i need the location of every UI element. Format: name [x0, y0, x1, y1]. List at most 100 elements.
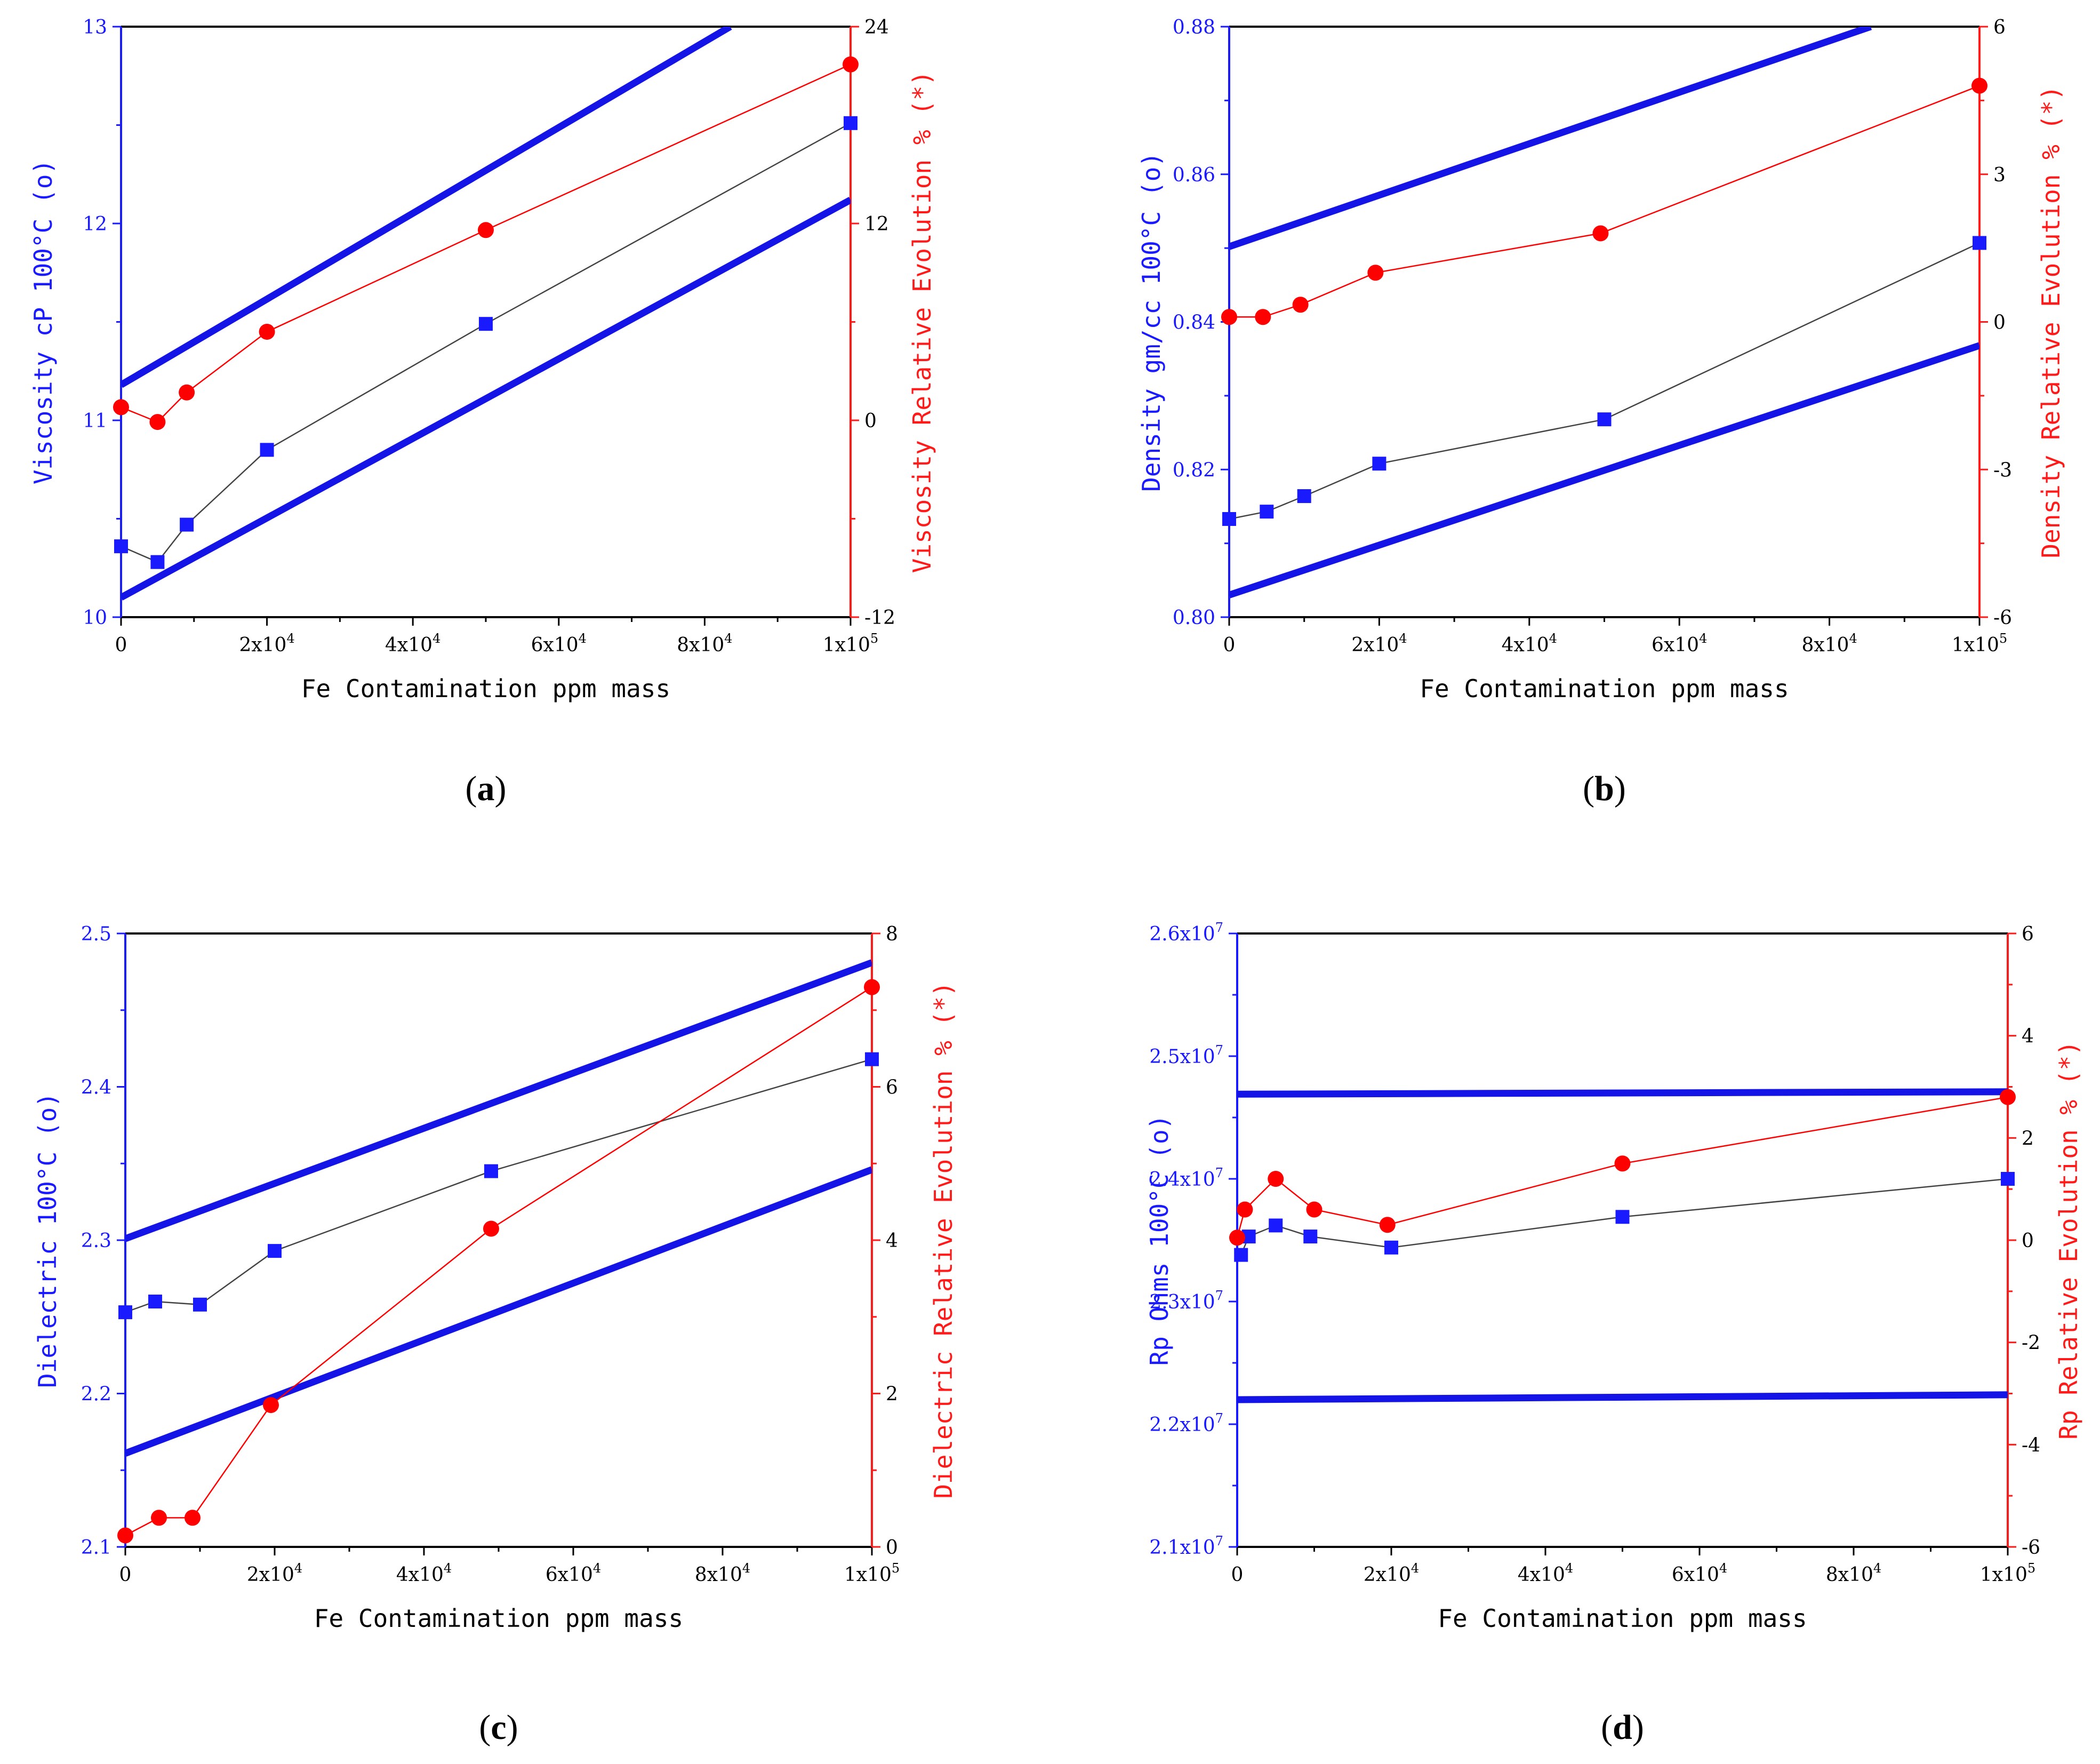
square-data-point — [268, 1244, 282, 1258]
lower-band-line — [121, 197, 851, 601]
right-y-tick-label-base: 4 — [2022, 1026, 2034, 1048]
square-data-point — [1597, 412, 1612, 427]
panel-label-letter: c — [491, 1708, 506, 1747]
right-y-tick-label-base: 4 — [886, 1230, 898, 1252]
left-y-tick-label: 2.5x107 — [1149, 1043, 1223, 1068]
x-axis-title: Fe Contamination ppm mass — [1438, 1604, 1807, 1633]
right-y-tick-label-base: 24 — [864, 17, 889, 38]
left-y-tick-label-base: 2.1 — [81, 1537, 111, 1559]
upper-band-line — [1237, 1088, 2008, 1098]
right-y-axis-title: Viscosity Relative Evolution % (*) — [908, 71, 936, 573]
x-tick-label-base: 4x10 — [385, 634, 432, 656]
left-y-axis-title: Density gm/cc 100°C (o) — [1137, 152, 1166, 492]
x-tick-label-exponent: 4 — [1849, 631, 1857, 646]
x-tick-label-base: 0 — [1231, 1564, 1244, 1586]
right-y-tick-label: 8 — [886, 923, 898, 945]
x-tick-label: 0 — [115, 634, 127, 656]
square-data-point — [1222, 512, 1236, 526]
square-data-point — [844, 116, 857, 130]
right-y-tick-label-base: 6 — [1993, 17, 2006, 38]
left-y-tick-label-base: 2.2 — [81, 1384, 111, 1406]
left-y-tick-label-base: 0.82 — [1173, 459, 1215, 481]
lower-band-line — [1229, 342, 1979, 598]
circle-data-point — [117, 1527, 133, 1544]
left-y-tick-label: 2.3x107 — [1149, 1288, 1223, 1313]
x-tick-label-exponent: 4 — [724, 631, 732, 646]
square-data-point — [1615, 1210, 1630, 1224]
right-y-tick-label-base: 0 — [886, 1537, 898, 1559]
circle-data-point — [1237, 1201, 1253, 1218]
right-y-tick-label: -6 — [1993, 607, 2012, 629]
x-tick-label-base: 4x10 — [1518, 1564, 1565, 1586]
left-y-tick-label: 0.84 — [1173, 312, 1215, 334]
x-tick-label: 1x105 — [1980, 1561, 2035, 1586]
square-data-point — [1303, 1230, 1318, 1244]
circle-data-point — [179, 384, 195, 401]
right-y-tick-label: 6 — [1993, 17, 2006, 38]
right-y-tick-label-base: 8 — [886, 923, 898, 945]
x-tick-label: 8x104 — [1826, 1561, 1881, 1586]
left-y-tick-label: 10 — [83, 607, 107, 629]
circle-data-point — [1255, 309, 1271, 325]
left-y-tick-label-exponent: 7 — [1215, 920, 1223, 935]
panel-label-letter: d — [1613, 1708, 1632, 1747]
circle-data-point — [1306, 1201, 1322, 1218]
right-y-tick-label: -6 — [2022, 1537, 2040, 1559]
left-y-tick-label: 2.1 — [81, 1537, 111, 1559]
left-y-tick-label-base: 13 — [83, 17, 107, 38]
left-y-tick-label: 0.88 — [1173, 17, 1215, 38]
right-y-tick-label: -4 — [2022, 1434, 2040, 1456]
circle-data-point — [1971, 77, 1987, 94]
circle-data-point — [263, 1397, 279, 1414]
x-tick-label-exponent: 5 — [892, 1561, 900, 1576]
left-y-tick-label: 12 — [83, 213, 107, 235]
right-y-tick-label-base: 2 — [2022, 1128, 2034, 1150]
square-data-point — [1269, 1218, 1283, 1233]
right-y-axis-title: Rp Relative Evolution % (*) — [2054, 1041, 2083, 1440]
panel-label-open: ( — [1601, 1708, 1613, 1747]
circle-data-point — [259, 323, 275, 340]
x-tick-label-exponent: 4 — [1719, 1561, 1727, 1576]
right-y-tick-label: -12 — [864, 607, 895, 629]
right-y-tick-label: 2 — [886, 1384, 898, 1406]
left-y-tick-label-base: 2.3x10 — [1149, 1291, 1215, 1313]
panel-label-close: ) — [1632, 1708, 1644, 1747]
x-tick-label-base: 0 — [1223, 634, 1236, 656]
right-y-tick-label-base: 0 — [864, 410, 877, 432]
right-y-tick-label: 6 — [886, 1077, 898, 1099]
x-axis-title: Fe Contamination ppm mass — [1420, 674, 1789, 703]
square-data-point — [479, 317, 493, 331]
x-tick-label-exponent: 4 — [1411, 1561, 1419, 1576]
right-y-tick-label: 0 — [2022, 1230, 2034, 1252]
x-tick-label-exponent: 4 — [286, 631, 294, 646]
left-y-tick-label: 2.5 — [81, 923, 111, 945]
left-y-tick-label-exponent: 7 — [1215, 1166, 1223, 1180]
left-y-tick-label: 0.80 — [1173, 607, 1215, 629]
upper-band-line — [1229, 27, 1872, 250]
x-tick-label-base: 8x10 — [677, 634, 724, 656]
left-y-tick-label: 2.4 — [81, 1077, 111, 1099]
x-tick-label-base: 8x10 — [1801, 634, 1849, 656]
x-tick-label: 4x104 — [385, 631, 440, 656]
circle-data-point — [1268, 1171, 1284, 1187]
panel-label-open: ( — [479, 1708, 491, 1747]
right-y-axis-title: Dielectric Relative Evolution % (*) — [929, 981, 958, 1498]
right-y-tick-label-base: 3 — [1993, 164, 2006, 186]
square-data-point — [484, 1164, 498, 1178]
square-data-point — [1372, 457, 1386, 471]
right-y-tick-label-base: -6 — [2022, 1537, 2040, 1559]
circle-data-point — [1592, 225, 1609, 242]
left-y-tick-label-base: 0.80 — [1173, 607, 1215, 629]
panels-layer: 0 2x104 4x104 6x104 8x104 1x10510111213-12012… — [29, 17, 2083, 1747]
right-y-tick-label: 4 — [2022, 1026, 2034, 1048]
x-tick-label-exponent: 4 — [1699, 631, 1707, 646]
square-data-point — [1297, 489, 1311, 504]
x-tick-label: 6x104 — [531, 631, 587, 656]
right-y-tick-label-base: 12 — [864, 213, 889, 235]
chart-panel-c: 0 2x104 4x104 6x104 8x104 1x1052.12.22.32.42.… — [33, 923, 958, 1747]
square-data-point — [180, 517, 194, 532]
left-y-tick-label: 13 — [83, 17, 107, 38]
right-y-tick-label-base: 0 — [2022, 1230, 2034, 1252]
right-y-tick-label-base: 2 — [886, 1384, 898, 1406]
